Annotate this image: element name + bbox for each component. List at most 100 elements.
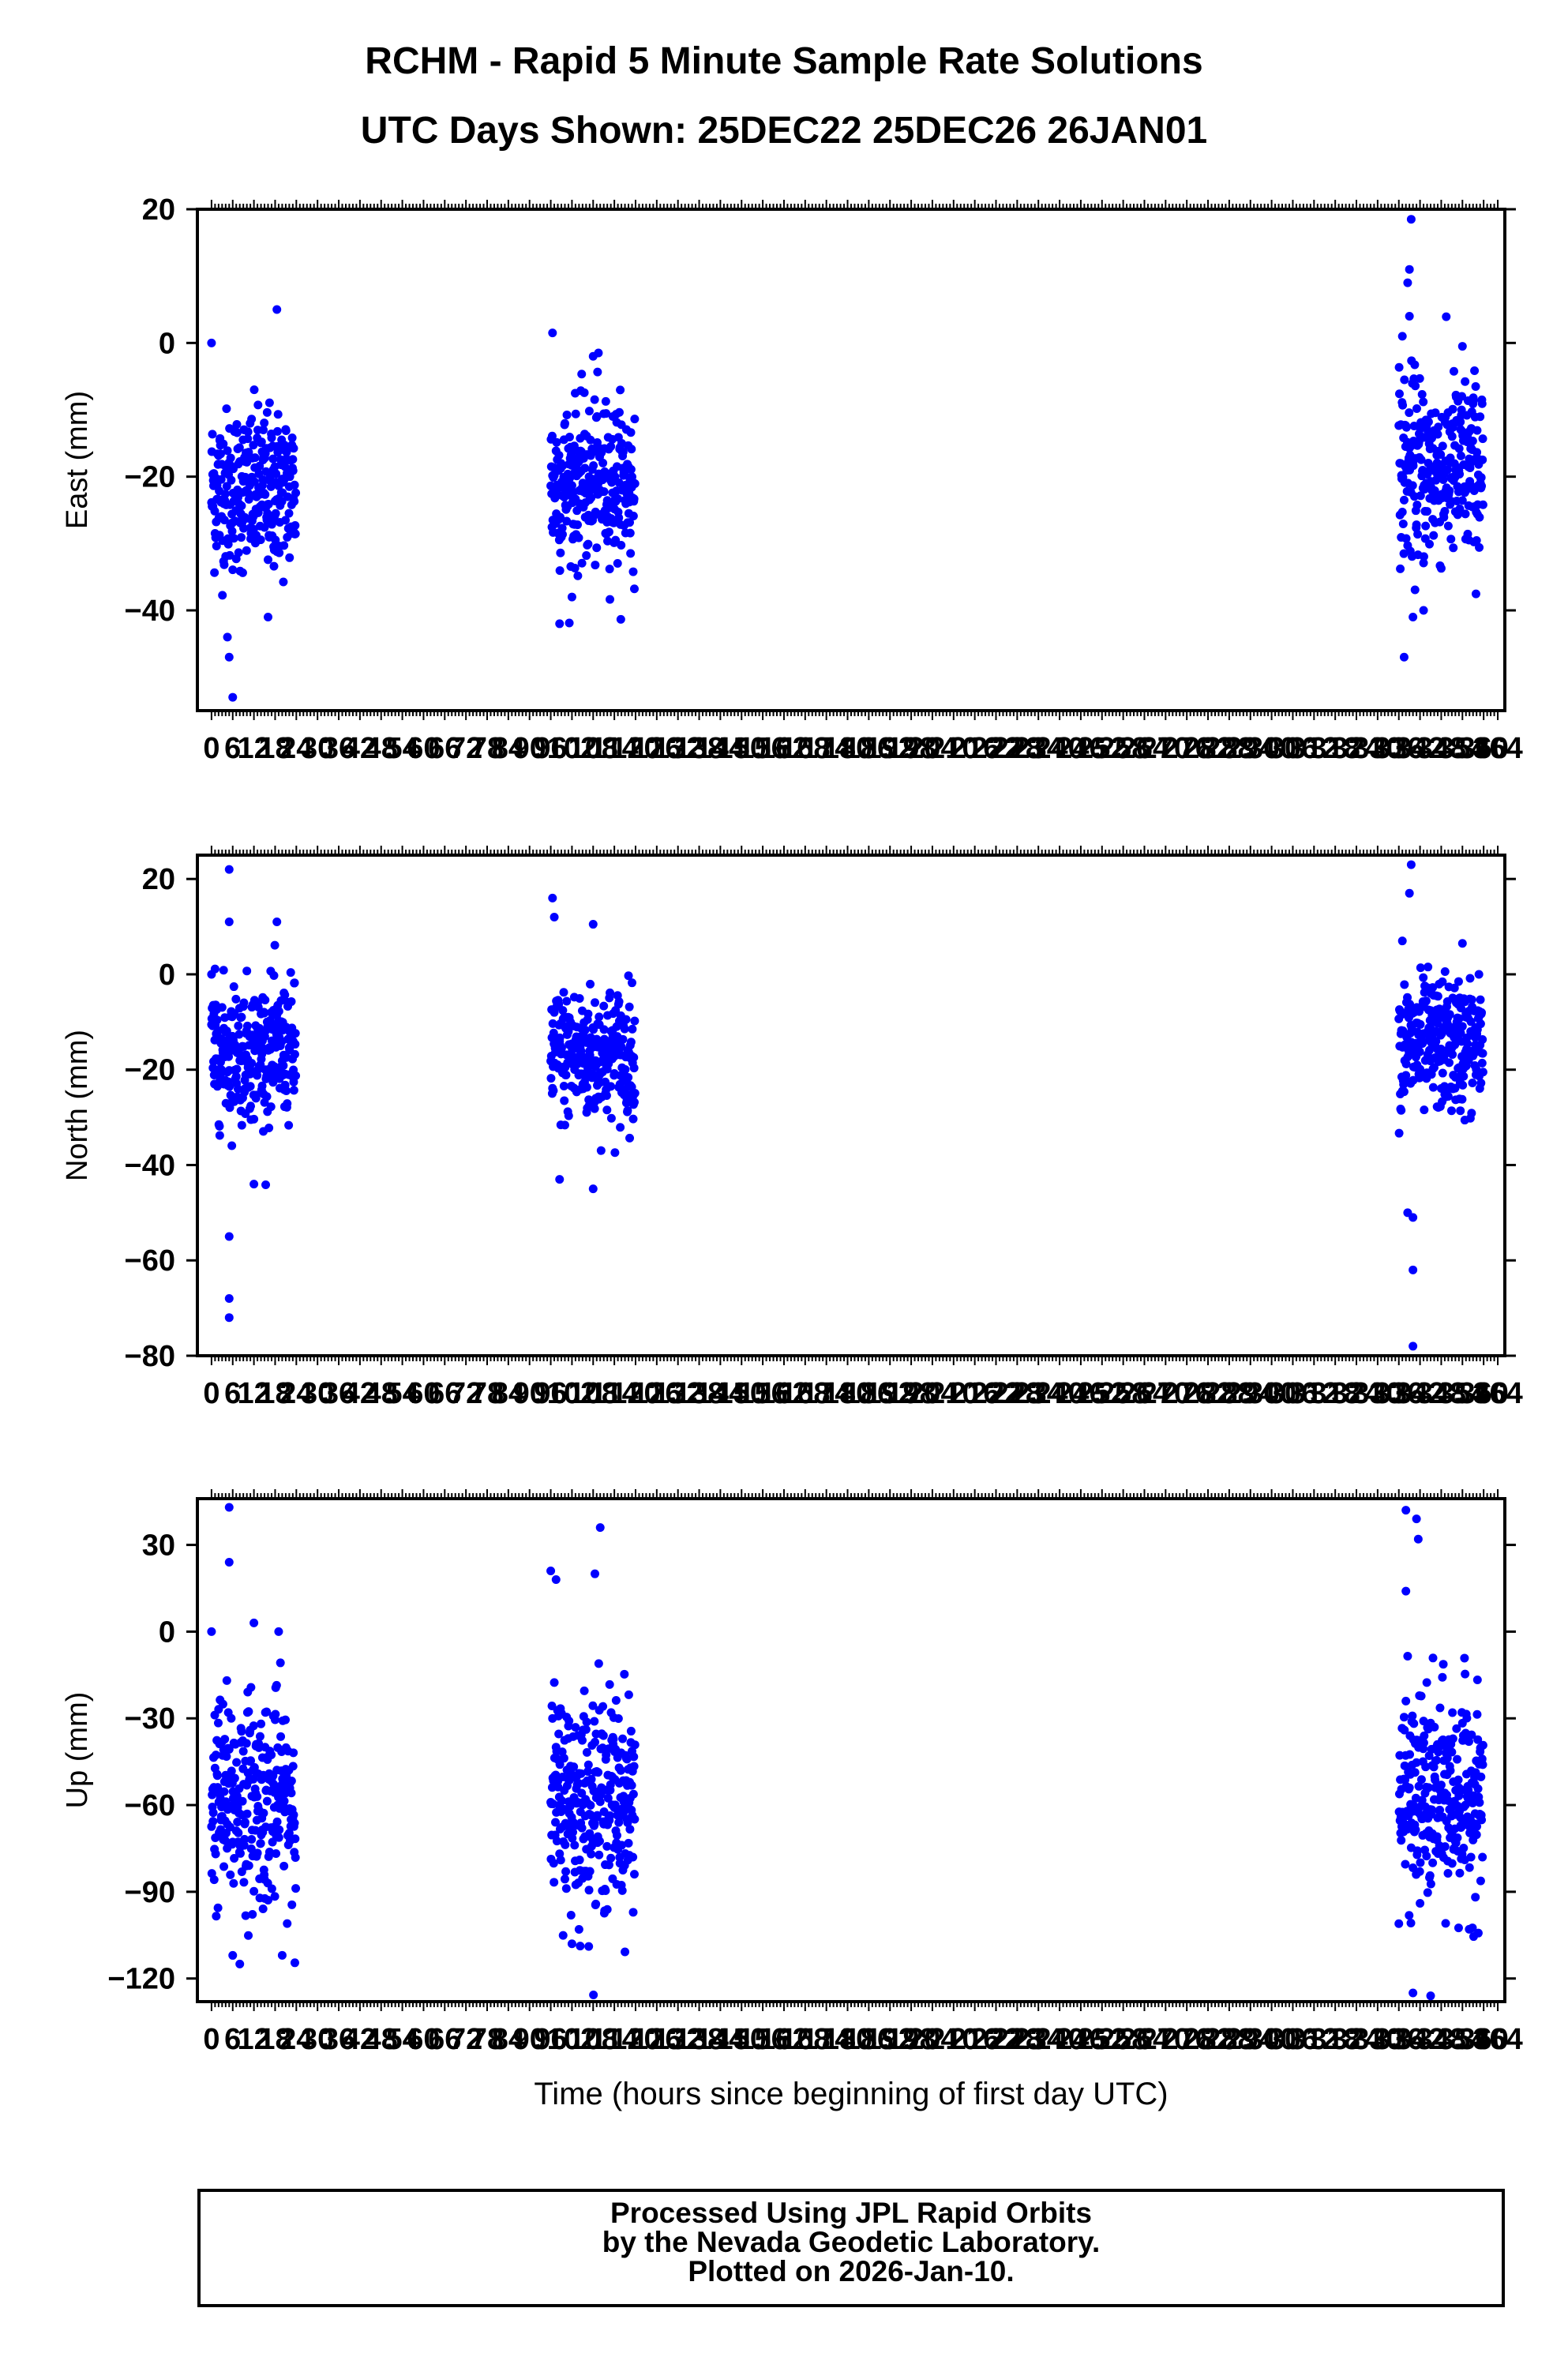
x-tick-label: 300 bbox=[1247, 1377, 1296, 1410]
data-point bbox=[253, 1848, 262, 1858]
data-point bbox=[285, 553, 294, 562]
data-point bbox=[1411, 381, 1420, 391]
data-point bbox=[237, 1012, 246, 1022]
data-point bbox=[577, 558, 587, 568]
data-point bbox=[621, 1015, 631, 1024]
data-point bbox=[567, 1939, 576, 1949]
data-point bbox=[1459, 1071, 1469, 1081]
data-point bbox=[217, 1003, 227, 1012]
data-point bbox=[1433, 430, 1442, 439]
data-point bbox=[583, 1009, 593, 1019]
data-point bbox=[226, 453, 235, 463]
data-point bbox=[555, 1033, 565, 1042]
data-point bbox=[272, 469, 281, 478]
x-tick-label: 282 bbox=[1183, 2023, 1232, 2056]
data-point bbox=[562, 996, 572, 1006]
data-point bbox=[590, 1717, 599, 1726]
x-tick-label: 258 bbox=[1098, 1377, 1148, 1410]
data-point bbox=[576, 1046, 586, 1056]
data-point bbox=[1448, 1708, 1457, 1717]
data-point bbox=[1454, 1775, 1463, 1784]
data-point bbox=[239, 524, 249, 533]
data-point bbox=[591, 1569, 600, 1578]
data-point bbox=[557, 524, 567, 533]
data-point bbox=[625, 518, 635, 527]
data-point bbox=[1456, 1106, 1465, 1116]
y-tick-label: −90 bbox=[125, 1876, 175, 1909]
data-point bbox=[231, 994, 241, 1004]
data-point bbox=[1416, 1691, 1426, 1701]
data-point bbox=[240, 1818, 249, 1827]
data-point bbox=[228, 1950, 238, 1960]
data-point bbox=[226, 1870, 235, 1879]
x-tick-label: 66 bbox=[428, 732, 461, 765]
data-point bbox=[277, 1950, 287, 1960]
data-point bbox=[239, 1878, 249, 1887]
data-point bbox=[618, 1734, 628, 1743]
data-point bbox=[1412, 1846, 1422, 1856]
data-point bbox=[1478, 1049, 1487, 1058]
data-point bbox=[270, 1892, 279, 1901]
data-point bbox=[1438, 1068, 1447, 1078]
data-point bbox=[594, 1768, 603, 1777]
data-point bbox=[548, 893, 557, 903]
data-point bbox=[216, 449, 225, 459]
data-point bbox=[1457, 1022, 1467, 1031]
data-point bbox=[242, 1021, 252, 1030]
x-tick-label: 264 bbox=[1120, 1377, 1169, 1410]
data-point bbox=[1455, 504, 1465, 513]
data-point bbox=[1463, 1039, 1472, 1049]
data-point bbox=[1409, 612, 1418, 621]
data-point bbox=[272, 918, 282, 927]
data-point bbox=[288, 455, 298, 464]
data-point bbox=[1431, 1755, 1441, 1765]
data-point bbox=[289, 444, 298, 453]
data-point bbox=[628, 1852, 638, 1862]
data-point bbox=[262, 407, 272, 417]
x-tick-label: 258 bbox=[1098, 2023, 1148, 2056]
data-point bbox=[1456, 417, 1465, 426]
data-point bbox=[1420, 1731, 1429, 1740]
data-point bbox=[1457, 1094, 1467, 1104]
y-tick-label: 30 bbox=[142, 1529, 175, 1563]
data-point bbox=[212, 1771, 222, 1781]
data-point bbox=[606, 1811, 615, 1821]
data-point bbox=[1457, 405, 1466, 415]
x-tick-label: 312 bbox=[1289, 1377, 1339, 1410]
data-point bbox=[1472, 448, 1482, 457]
x-tick-label: 90 bbox=[513, 732, 546, 765]
data-point bbox=[613, 559, 622, 569]
data-point bbox=[264, 1123, 274, 1132]
data-point bbox=[589, 1990, 598, 1999]
x-tick-label: 54 bbox=[385, 1377, 418, 1410]
data-point bbox=[616, 1123, 625, 1132]
data-point bbox=[628, 567, 638, 576]
data-point bbox=[213, 1903, 223, 1912]
data-point bbox=[1397, 508, 1407, 517]
x-tick-label: 282 bbox=[1183, 732, 1232, 765]
data-point bbox=[1416, 1898, 1425, 1908]
data-point bbox=[1448, 1734, 1457, 1743]
plot-frame bbox=[196, 1497, 1506, 2003]
data-point bbox=[290, 1049, 299, 1059]
x-tick-label: 330 bbox=[1352, 732, 1402, 765]
data-point bbox=[243, 434, 253, 444]
data-point bbox=[575, 993, 584, 1003]
data-point bbox=[237, 533, 246, 542]
data-point bbox=[244, 1931, 253, 1940]
data-point bbox=[582, 1083, 591, 1092]
data-point bbox=[283, 1919, 292, 1928]
data-point bbox=[224, 1558, 234, 1567]
data-point bbox=[212, 1015, 222, 1025]
x-tick-label: 24 bbox=[279, 2023, 313, 2056]
data-point bbox=[244, 494, 253, 504]
data-point bbox=[1422, 1678, 1431, 1687]
data-point bbox=[284, 509, 294, 518]
data-point bbox=[629, 1762, 639, 1771]
x-tick-label: 84 bbox=[492, 2023, 525, 2056]
data-point bbox=[291, 521, 300, 531]
y-tick-label: 0 bbox=[159, 959, 175, 992]
data-point bbox=[290, 1958, 299, 1968]
data-point bbox=[1470, 366, 1480, 376]
data-point bbox=[1466, 1017, 1476, 1026]
